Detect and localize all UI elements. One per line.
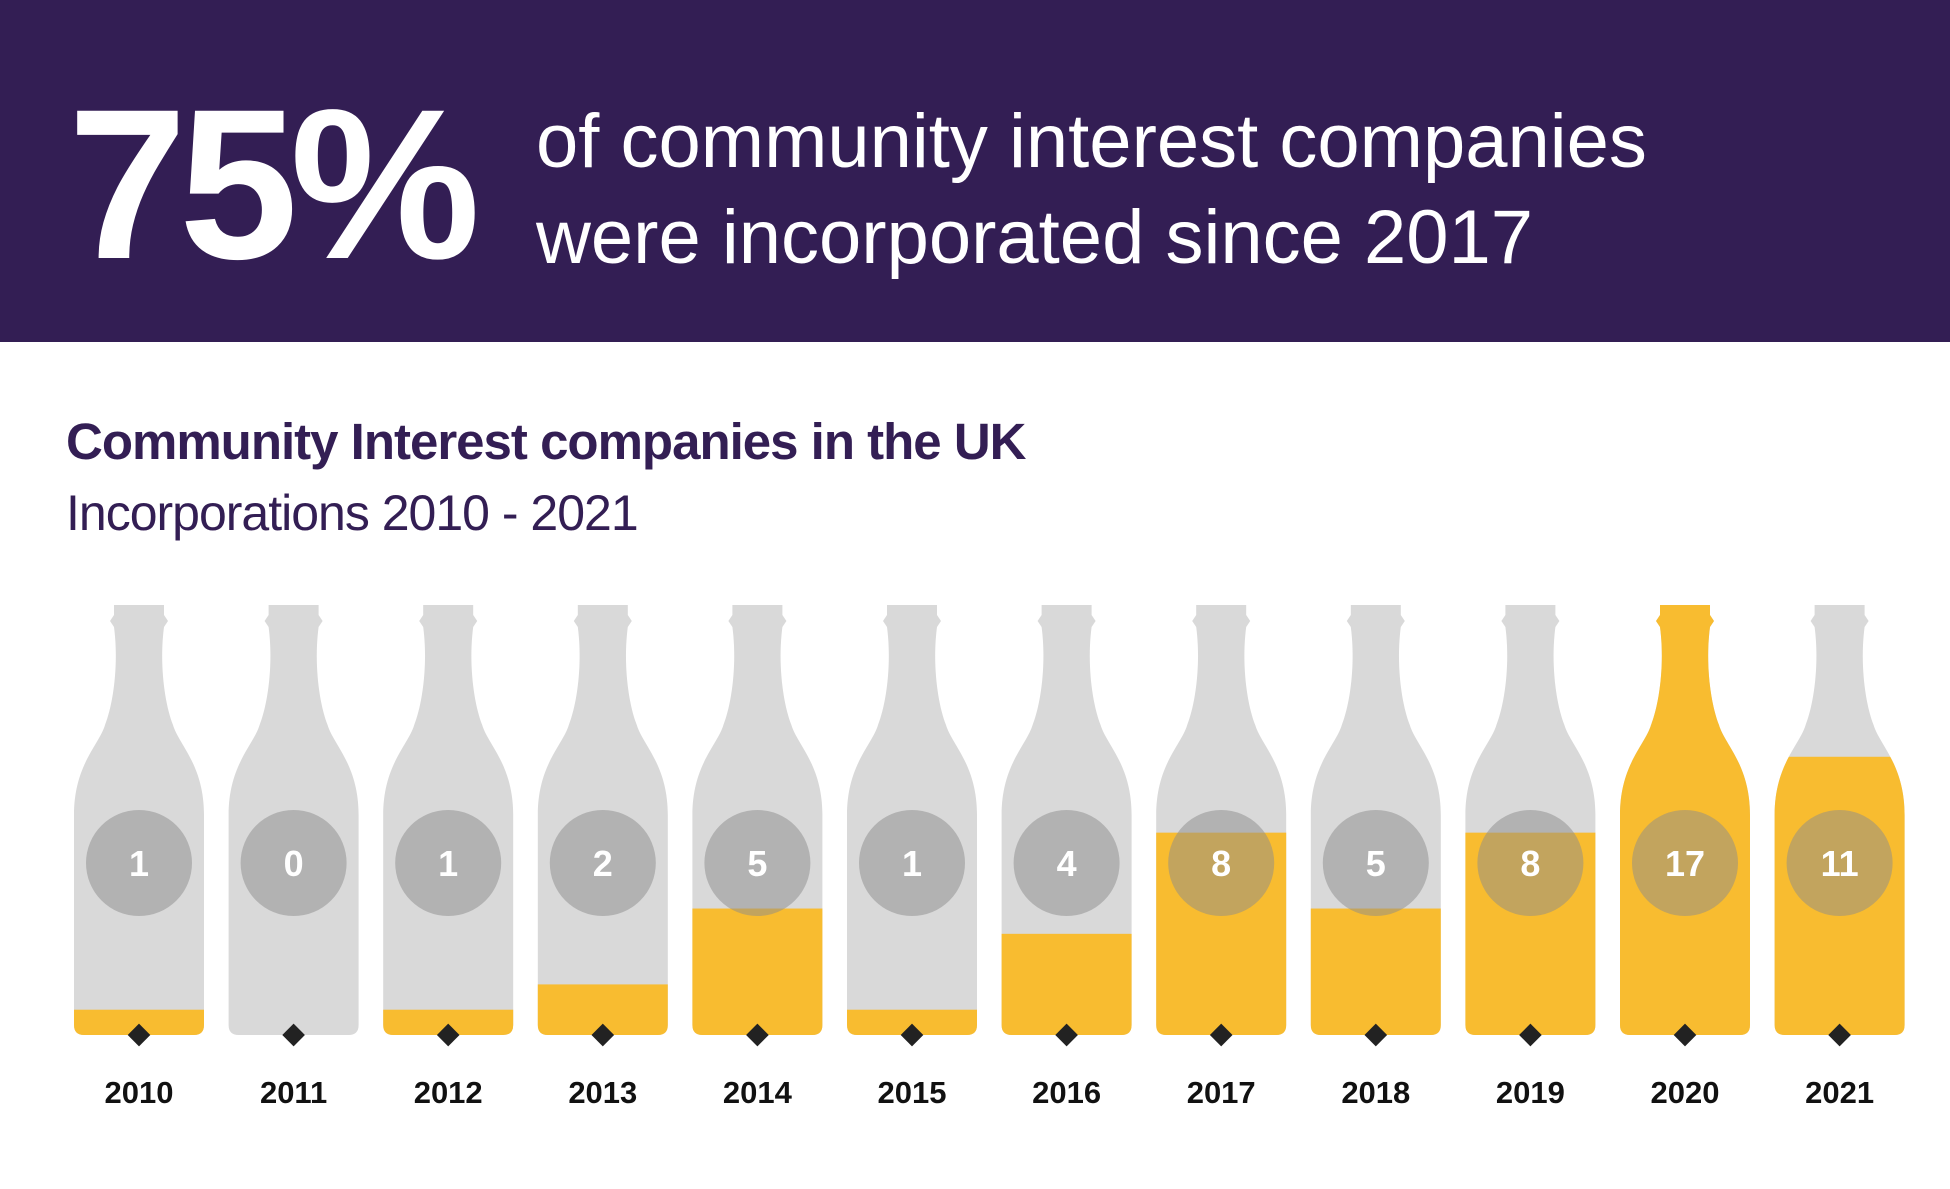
headline-line-1: of community interest companies: [536, 99, 1647, 184]
headline-percent: 75%: [68, 65, 480, 304]
bottle-group-2013: 2 2013: [537, 605, 668, 1110]
value-badge-2018: [1322, 810, 1429, 916]
bottle-group-2016: 4 2016: [1001, 605, 1132, 1110]
value-badge-2012: [395, 810, 502, 916]
year-marker-2020: [1673, 1023, 1697, 1047]
year-label-2014: 2014: [723, 1075, 793, 1110]
bottle-chart: 1 2010 0 2011 1 2012 2 2013 5 2014 1 2015 4 2016 8 2017…: [74, 605, 1905, 1110]
year-marker-2018: [1364, 1023, 1388, 1047]
bottle-group-2019: 8 2019: [1465, 605, 1596, 1110]
bottle-group-2010: 1 2010: [74, 605, 204, 1110]
year-marker-2012: [436, 1023, 460, 1047]
value-label-2018: 5: [1366, 843, 1386, 884]
year-marker-2014: [746, 1023, 769, 1047]
value-label-2014: 5: [747, 843, 767, 884]
value-badge-2019: [1477, 810, 1584, 916]
year-label-2018: 2018: [1341, 1075, 1410, 1110]
bottle-group-2021: 11 2021: [1774, 605, 1905, 1110]
year-label-2010: 2010: [105, 1075, 174, 1110]
year-marker-2019: [1519, 1023, 1542, 1047]
value-badge-2017: [1168, 810, 1275, 916]
headline-line-2: were incorporated since 2017: [536, 195, 1534, 280]
year-label-2019: 2019: [1496, 1075, 1565, 1110]
bottle-group-2011: 0 2011: [228, 605, 359, 1110]
bottle-fill-2018: [1310, 908, 1441, 1035]
headline-banner: 75% of community interest companies were…: [0, 0, 1950, 342]
value-label-2017: 8: [1211, 843, 1231, 884]
value-badge-2014: [704, 810, 811, 916]
year-label-2011: 2011: [260, 1075, 327, 1110]
year-label-2013: 2013: [568, 1075, 637, 1110]
value-badge-2010: [86, 810, 192, 916]
value-badge-2020: [1632, 810, 1738, 916]
year-label-2016: 2016: [1032, 1075, 1101, 1110]
year-marker-2016: [1055, 1023, 1078, 1047]
bottle-group-2014: 5 2014: [692, 605, 823, 1110]
year-label-2021: 2021: [1805, 1075, 1874, 1110]
bottle-group-2020: 17 2020: [1620, 605, 1750, 1110]
bottle-group-2017: 8 2017: [1156, 605, 1287, 1110]
year-marker-2017: [1209, 1023, 1233, 1047]
value-badge-2011: [240, 810, 347, 916]
value-label-2016: 4: [1057, 843, 1077, 884]
year-label-2020: 2020: [1651, 1075, 1720, 1110]
bottle-fill-2014: [692, 908, 823, 1035]
chart-subtitle: Incorporations 2010 - 2021: [66, 485, 639, 541]
chart-title: Community Interest companies in the UK: [66, 413, 1026, 470]
value-label-2015: 1: [902, 843, 922, 884]
year-marker-2013: [591, 1023, 615, 1047]
value-label-2011: 0: [284, 843, 304, 884]
value-label-2019: 8: [1520, 843, 1540, 884]
value-label-2020: 17: [1665, 843, 1705, 884]
value-badge-2021: [1786, 810, 1893, 916]
value-label-2021: 11: [1821, 843, 1859, 884]
year-marker-2021: [1828, 1023, 1851, 1047]
year-marker-2015: [900, 1023, 924, 1047]
year-marker-2011: [282, 1023, 305, 1047]
value-label-2010: 1: [129, 843, 149, 884]
year-label-2017: 2017: [1187, 1075, 1256, 1110]
bottle-fill-2016: [1001, 933, 1132, 1035]
bottle-group-2018: 5 2018: [1310, 605, 1441, 1110]
value-label-2013: 2: [593, 843, 613, 884]
value-badge-2016: [1013, 810, 1120, 916]
value-badge-2015: [859, 810, 965, 916]
year-label-2012: 2012: [414, 1075, 483, 1110]
bottle-group-2012: 1 2012: [383, 605, 514, 1110]
value-badge-2013: [549, 810, 656, 916]
value-label-2012: 1: [438, 843, 458, 884]
bottle-group-2015: 1 2015: [847, 605, 977, 1110]
year-label-2015: 2015: [878, 1075, 947, 1110]
